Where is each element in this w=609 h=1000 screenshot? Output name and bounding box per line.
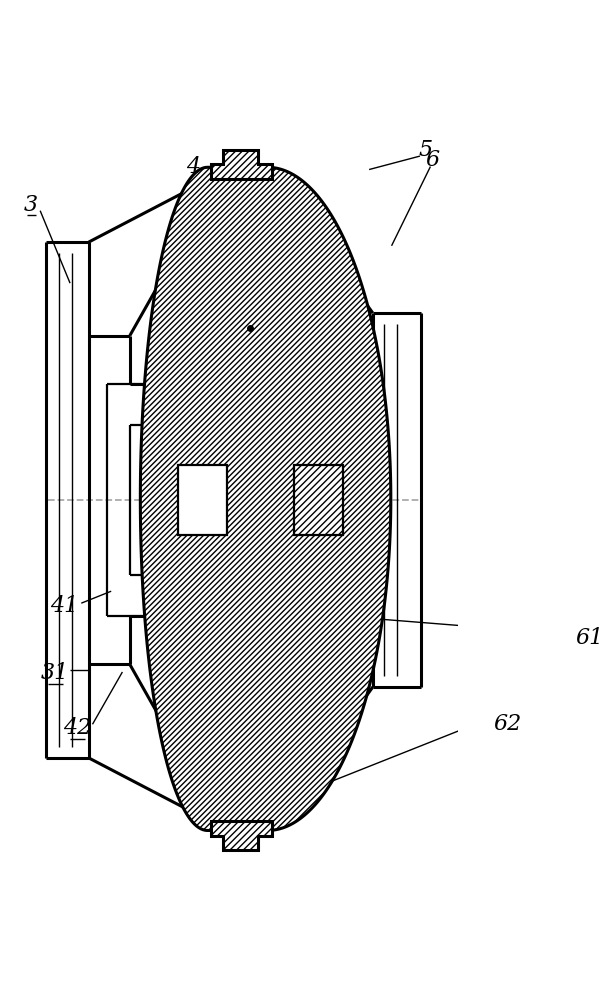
Polygon shape	[294, 465, 343, 535]
Text: 62: 62	[493, 713, 521, 735]
Polygon shape	[211, 821, 272, 850]
Polygon shape	[211, 150, 272, 179]
Text: 6: 6	[426, 149, 440, 171]
Text: 42: 42	[63, 717, 92, 739]
Polygon shape	[178, 465, 227, 535]
Text: 61: 61	[576, 627, 604, 649]
Text: 41: 41	[50, 595, 78, 617]
Text: 5: 5	[418, 139, 432, 161]
Polygon shape	[140, 167, 391, 830]
Text: 4: 4	[186, 156, 200, 178]
Text: 3: 3	[24, 194, 38, 216]
Text: 31: 31	[41, 662, 69, 684]
